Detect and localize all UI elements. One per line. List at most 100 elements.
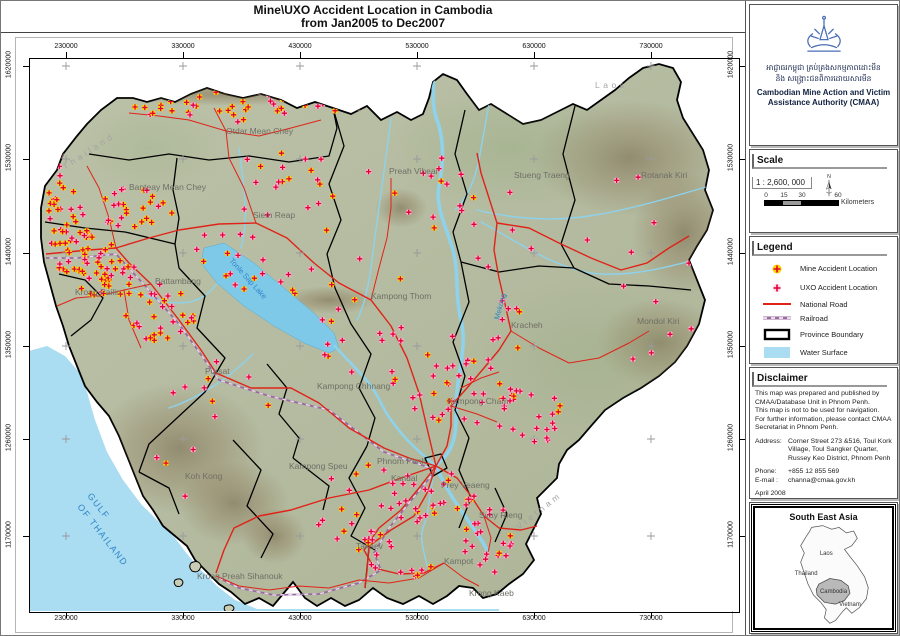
mine-accident-marker: [157, 105, 164, 112]
uxo-accident-marker: [405, 209, 412, 216]
mine-accident-marker: [446, 398, 453, 404]
uxo-accident-marker: [477, 561, 483, 568]
mine-accident-marker: [496, 550, 503, 557]
uxo-accident-marker: [177, 328, 184, 335]
uxo-accident-marker: [463, 501, 470, 508]
uxo-accident-marker: [543, 435, 550, 441]
y-axis-label-left: 1440000: [5, 237, 13, 266]
cmaa-khmer-line2: និង សង្គ្រោះជនពិការដោយសារមីន: [775, 74, 872, 83]
mine-accident-marker: [89, 234, 96, 241]
uxo-accident-marker: [458, 171, 465, 178]
mine-accident-marker: [108, 241, 115, 248]
legend-item-mine: Mine Accident Location: [750, 259, 897, 278]
email-value: channa@cmaa.gov.kh: [788, 476, 856, 484]
cmaa-khmer-line1: អាជ្ញាធរកម្ពុជា គ្រប់គ្រងសកម្មភាពដោះមីន: [766, 63, 881, 72]
uxo-accident-marker: [252, 179, 259, 186]
uxo-accident-marker: [531, 438, 538, 445]
mine-accident-marker: [140, 205, 147, 212]
map-label-mondol-kiri: Mondol Kiri: [637, 316, 680, 326]
mine-accident-marker: [414, 572, 421, 579]
uxo-accident-marker: [463, 360, 470, 367]
y-axis-label-right: 1350000: [727, 330, 735, 359]
mine-accident-marker: [355, 546, 362, 553]
mine-accident-marker: [392, 376, 399, 383]
tick-bottom: [66, 612, 67, 618]
uxo-accident-marker: [84, 260, 91, 267]
uxo-accident-marker: [77, 204, 84, 211]
mine-accident-marker: [72, 218, 79, 225]
mine-accident-marker: [229, 103, 236, 110]
x-axis-label-top: 730000: [639, 43, 663, 50]
national-road-icon: [762, 301, 792, 307]
uxo-accident-marker: [635, 174, 642, 181]
map-label-krong-kaeb: Krong Kaeb: [469, 588, 514, 598]
mine-accident-marker: [70, 188, 77, 195]
phone-value: +855 12 855 569: [788, 468, 840, 475]
uxo-accident-marker: [249, 234, 256, 241]
mine-accident-marker: [56, 180, 63, 187]
mine-accident-marker: [137, 291, 144, 298]
mine-accident-marker: [79, 268, 86, 275]
mine-accident-marker: [435, 417, 442, 424]
mine-accident-marker: [470, 358, 477, 365]
x-axis-label-bottom: 630000: [522, 615, 546, 622]
x-axis-label-bottom: 730000: [639, 615, 663, 622]
mine-accident-marker: [510, 393, 517, 400]
map-label-rotanak-kiri: Rotanak Kiri: [641, 170, 687, 180]
mine-accident-marker: [120, 201, 127, 208]
uxo-accident-marker: [369, 536, 376, 543]
mine-accident-marker: [100, 290, 107, 297]
uxo-accident-marker: [237, 231, 244, 238]
uxo-accident-marker: [404, 472, 411, 479]
uxo-accident-marker: [389, 368, 395, 375]
uxo-accident-marker: [324, 341, 331, 348]
mine-accident-marker: [102, 195, 109, 202]
mine-accident-marker: [427, 563, 434, 570]
mine-accident-marker: [63, 268, 70, 275]
uxo-accident-marker: [264, 211, 271, 218]
tick-left: [23, 159, 29, 160]
mine-accident-marker: [205, 375, 212, 382]
tick-bottom: [300, 612, 301, 618]
tick-left: [23, 66, 29, 67]
uxo-accident-marker: [308, 266, 315, 273]
uxo-accident-marker: [491, 569, 498, 575]
map-label-prey-veaeng: Prey Veaeng: [441, 480, 490, 490]
tick-left: [23, 536, 29, 537]
phone-label: Phone:: [755, 468, 777, 475]
mine-accident-marker: [431, 224, 438, 231]
mine-accident-marker: [149, 193, 156, 200]
uxo-accident-marker: [469, 543, 476, 550]
uxo-accident-marker: [348, 520, 355, 527]
uxo-accident-marker: [467, 375, 474, 382]
uxo-accident-marker: [444, 365, 451, 372]
legend-item-water-surface: Water Surface: [750, 343, 897, 361]
uxo-accident-marker: [155, 203, 162, 210]
uxo-accident-marker: [500, 540, 507, 547]
mine-accident-marker: [147, 199, 154, 206]
scalebar-0: 0: [764, 192, 768, 199]
uxo-accident-marker: [108, 272, 115, 279]
mine-accident-marker: [430, 390, 437, 397]
map-label-koh-kong: Koh Kong: [185, 471, 223, 481]
uxo-accident-marker: [477, 528, 484, 535]
uxo-accident-marker: [111, 190, 118, 197]
inset-label-vietnam: Vietnam: [839, 602, 861, 608]
uxo-accident-marker: [232, 281, 239, 288]
uxo-accident-marker: [510, 426, 516, 433]
uxo-accident-marker: [373, 551, 380, 558]
mine-accident-marker: [278, 105, 285, 112]
scale-heading: Scale: [752, 154, 887, 169]
tick-top: [300, 52, 301, 58]
map-label-kandal: Kandal: [391, 473, 418, 483]
uxo-accident-marker: [449, 362, 456, 369]
uxo-accident-marker: [486, 506, 493, 513]
uxo-accident-marker: [487, 365, 494, 372]
scale-bar: 0 15 30 60 Kilometers: [764, 192, 897, 206]
mine-accident-marker: [71, 266, 78, 272]
mine-accident-marker: [146, 299, 153, 306]
uxo-accident-marker: [667, 331, 673, 338]
inset-map: South East Asia Laos Thailand Cambodia V…: [751, 504, 896, 632]
uxo-accident-marker: [400, 480, 406, 487]
uxo-accident-marker: [428, 173, 435, 180]
